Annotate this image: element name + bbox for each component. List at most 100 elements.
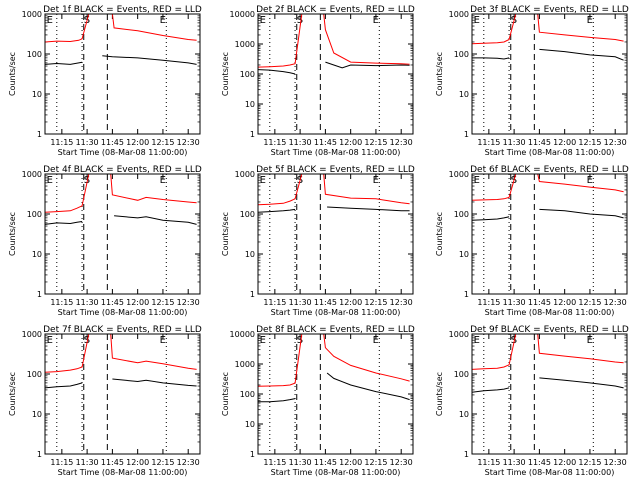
y-tick-label: 100 [454, 370, 469, 379]
x-tick-label: 12:30 [390, 138, 413, 147]
events-series-line [45, 378, 197, 389]
detector-panel-8: Det 8f BLACK = Events, RED = LLD Counts/s… [221, 325, 415, 477]
x-tick-label: 12:00 [553, 138, 576, 147]
x-tick-label: 11:30 [289, 458, 312, 467]
y-tick-label: 1000 [22, 330, 42, 339]
y-tick-label: 1 [250, 290, 255, 299]
x-tick-label: 11:30 [503, 138, 526, 147]
y-axis-label: Counts/sec [435, 52, 444, 96]
y-tick-label: 1 [37, 290, 42, 299]
events-series-line [258, 61, 410, 75]
x-tick-label: 11:30 [503, 458, 526, 467]
y-tick-label: 10 [459, 250, 469, 259]
y-tick-label: 100 [240, 210, 255, 219]
x-tick-label: 11:30 [76, 458, 99, 467]
y-axis-label: Counts/sec [435, 212, 444, 256]
x-tick-label: 11:30 [289, 138, 312, 147]
events-series-line [45, 55, 197, 65]
y-tick-label: 1 [250, 450, 255, 459]
x-axis-label: Start Time (08-Mar-08 11:00:00) [485, 468, 615, 477]
x-tick-label: 11:15 [477, 298, 500, 307]
y-tick-label: 100 [454, 50, 469, 59]
x-tick-label: 12:15 [364, 298, 387, 307]
x-tick-label: 11:15 [263, 298, 286, 307]
y-tick-label: 100 [240, 390, 255, 399]
y-tick-label: 1 [250, 130, 255, 139]
event-marker-label: E [474, 335, 480, 346]
detector-panel-2: Det 2f BLACK = Events, RED = LLD Counts/s… [221, 5, 415, 157]
y-axis-label: Counts/sec [8, 372, 17, 416]
y-tick-label: 1 [464, 450, 469, 459]
x-tick-label: 11:15 [263, 458, 286, 467]
x-tick-label: 11:30 [289, 298, 312, 307]
event-marker-label: E [474, 15, 480, 26]
y-tick-label: 1 [464, 290, 469, 299]
x-tick-label: 11:45 [314, 458, 337, 467]
x-tick-label: 12:30 [604, 138, 627, 147]
x-axis-label: Start Time (08-Mar-08 11:00:00) [271, 308, 401, 317]
y-axis-label: Counts/sec [8, 212, 17, 256]
y-axis-label: Counts/sec [221, 372, 230, 416]
y-tick-label: 100 [27, 370, 42, 379]
y-tick-label: 1000 [449, 170, 469, 179]
x-tick-label: 12:00 [126, 298, 149, 307]
y-tick-label: 10000 [230, 10, 255, 19]
x-tick-label: 12:00 [339, 458, 362, 467]
event-marker-label: E [160, 175, 166, 186]
event-marker-label: E [373, 15, 379, 26]
event-marker-label: E [260, 175, 266, 186]
x-tick-label: 12:30 [177, 458, 200, 467]
lld-series-line [45, 334, 197, 373]
panel-title: Det 3f BLACK = Events, RED = LLD [470, 5, 629, 15]
y-tick-label: 10 [459, 410, 469, 419]
detector-panel-6: Det 6f BLACK = Events, RED = LLD Counts/s… [435, 165, 629, 317]
y-tick-label: 10 [245, 420, 255, 429]
x-axis-label: Start Time (08-Mar-08 11:00:00) [271, 148, 401, 157]
x-tick-label: 11:30 [503, 298, 526, 307]
x-tick-label: 12:00 [126, 458, 149, 467]
x-axis-label: Start Time (08-Mar-08 11:00:00) [485, 148, 615, 157]
x-tick-label: 11:45 [314, 298, 337, 307]
x-tick-label: 12:15 [578, 298, 601, 307]
x-tick-label: 12:30 [177, 298, 200, 307]
y-tick-label: 100 [240, 70, 255, 79]
y-axis-label: Counts/sec [8, 52, 17, 96]
x-tick-label: 11:45 [528, 458, 551, 467]
lld-series-line [258, 14, 410, 68]
x-tick-label: 11:45 [528, 138, 551, 147]
event-marker-label: E [260, 15, 266, 26]
event-marker-label: E [160, 15, 166, 26]
panel-title: Det 8f BLACK = Events, RED = LLD [256, 325, 415, 335]
x-tick-label: 11:45 [101, 138, 124, 147]
event-marker-label: S [84, 335, 90, 346]
x-tick-label: 11:30 [76, 298, 99, 307]
events-series-line [472, 377, 624, 393]
detector-panel-1: Det 1f BLACK = Events, RED = LLD Counts/s… [8, 5, 202, 157]
events-series-line [472, 48, 624, 61]
x-tick-label: 12:00 [339, 298, 362, 307]
lld-series-line [472, 14, 624, 45]
event-marker-label: E [373, 175, 379, 186]
x-tick-label: 11:30 [76, 138, 99, 147]
y-tick-label: 1000 [235, 170, 255, 179]
x-tick-label: 12:15 [151, 138, 174, 147]
event-marker-label: E [587, 15, 593, 26]
y-tick-label: 1000 [22, 10, 42, 19]
detector-panel-5: Det 5f BLACK = Events, RED = LLD Counts/s… [221, 165, 415, 317]
y-axis-label: Counts/sec [221, 212, 230, 256]
panel-title: Det 4f BLACK = Events, RED = LLD [43, 165, 202, 175]
events-series-line [45, 215, 197, 225]
event-marker-label: E [373, 335, 379, 346]
x-tick-label: 12:00 [553, 458, 576, 467]
y-tick-label: 1 [37, 450, 42, 459]
y-tick-label: 1000 [235, 40, 255, 49]
x-tick-label: 11:15 [477, 138, 500, 147]
y-tick-label: 10 [32, 250, 42, 259]
event-marker-label: E [160, 335, 166, 346]
lld-series-line [45, 174, 197, 213]
x-tick-label: 12:30 [604, 298, 627, 307]
x-tick-label: 11:15 [50, 458, 73, 467]
lld-series-line [258, 174, 410, 206]
event-marker-label: E [47, 15, 53, 26]
